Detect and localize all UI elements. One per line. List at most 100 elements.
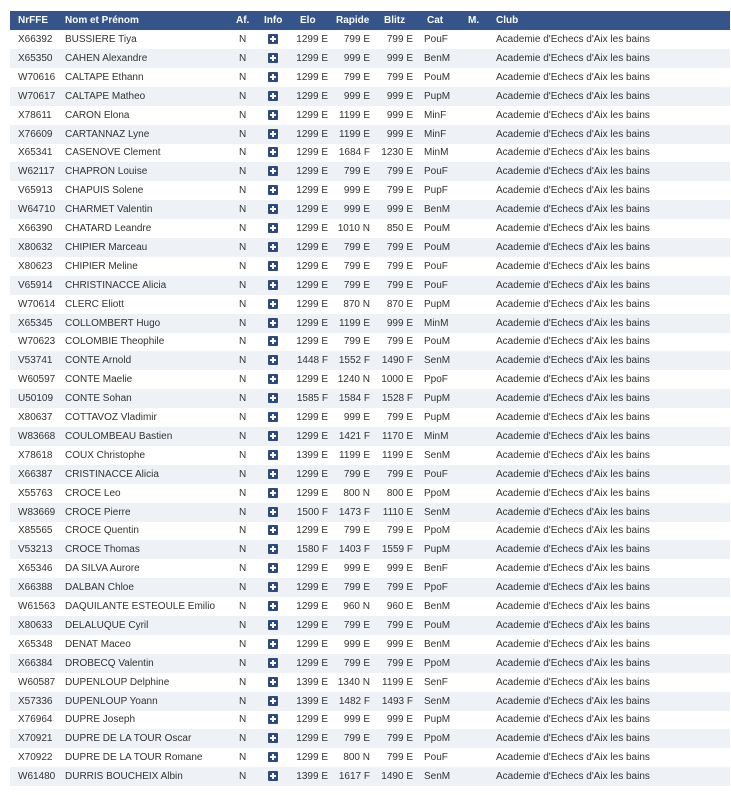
info-icon[interactable] [268,582,278,593]
elo: 1299 E [296,223,328,234]
info-icon[interactable] [268,544,278,555]
player-name: BUSSIERE Tiya [65,34,137,45]
nrffe: X80632 [18,241,53,253]
info-icon[interactable] [268,185,278,196]
info-icon[interactable] [268,449,278,460]
club: Academie d'Echecs d'Aix les bains [496,71,650,83]
blitz: 1199 E [382,449,413,461]
info-icon[interactable] [268,336,278,347]
info-icon[interactable] [268,204,278,215]
info-icon[interactable] [268,733,278,744]
info-icon[interactable] [268,468,278,479]
club: Academie d'Echecs d'Aix les bains [496,657,650,669]
info-icon[interactable] [268,317,278,328]
info-icon[interactable] [268,109,278,120]
rapid: 1010 N [337,223,370,234]
info-icon[interactable] [268,166,278,177]
affiliation: N [239,771,247,783]
elo: 1299 E [296,430,328,442]
affiliation: N [239,487,247,499]
club: Academie d'Echecs d'Aix les bains [496,260,650,272]
player-name: DUPENLOUP Yoann [65,695,158,707]
player-name: CARTANNAZ Lyne [65,128,150,140]
elo: 1299 E [296,487,328,499]
info-icon[interactable] [268,601,278,611]
info-icon[interactable] [268,147,278,158]
category: MinF [424,109,447,121]
info-icon[interactable] [268,430,278,441]
column-header: NrFFE [18,15,48,26]
info-icon[interactable] [268,487,278,498]
rapid: 999 E [343,90,370,102]
table-row: X76964 DUPRE Joseph N 1299 E 999 E 999 E PupM A… [10,710,730,729]
player-name: COLLOMBERT Hugo [65,317,161,329]
rapid: 1684 F [338,147,370,159]
info-icon[interactable] [268,260,278,271]
info-icon[interactable] [268,638,278,649]
info-icon[interactable] [268,563,278,574]
affiliation: N [239,279,247,291]
nrffe: X76609 [18,128,53,140]
blitz: 1170 E [382,430,413,442]
info-icon[interactable] [268,374,278,385]
elo: 1580 F [296,544,328,556]
table-row: X70922 DUPRE DE LA TOUR Romane N 1299 E 800 … [10,748,730,767]
affiliation: N [239,109,247,121]
info-icon[interactable] [268,298,278,309]
table-row: X80632 CHIPIER Marceau N 1299 E 799 E 799 E Po… [10,237,730,257]
affiliation: N [239,260,247,272]
info-icon[interactable] [268,412,278,422]
elo: 1299 E [296,34,328,45]
info-icon[interactable] [268,619,278,630]
info-icon[interactable] [268,52,278,63]
player-name: COULOMBEAU Bastien [65,430,173,442]
category: SenM [424,449,451,461]
blitz: 999 E [386,52,413,64]
info-icon[interactable] [268,355,278,366]
blitz: 799 E [386,241,413,253]
player-name: CROCE Pierre [65,506,131,518]
blitz: 799 E [386,34,413,45]
info-icon[interactable] [268,695,278,706]
info-icon[interactable] [268,34,278,44]
info-icon[interactable] [268,393,278,404]
info-icon[interactable] [268,506,278,517]
table-row: X80637 COTTAVOZ Vladimir N 1299 E 999 E 799 E… [10,408,730,427]
info-icon[interactable] [268,714,278,725]
player-name: DALBAN Chloe [65,582,134,594]
blitz: 960 E [386,601,413,612]
club: Academie d'Echecs d'Aix les bains [496,525,650,537]
category: MinF [424,128,447,140]
info-icon[interactable] [268,223,278,233]
info-icon[interactable] [268,279,278,290]
rapid: 799 E [343,166,370,178]
nrffe: X66392 [18,34,53,45]
info-icon[interactable] [268,128,278,139]
info-icon[interactable] [268,90,278,101]
blitz: 999 E [386,109,413,121]
category: PpoF [424,582,448,594]
blitz: 799 E [386,657,413,669]
elo: 1299 E [296,412,328,423]
info-icon[interactable] [268,771,278,782]
category: MinM [424,317,449,329]
blitz: 999 E [386,714,413,726]
info-icon[interactable] [268,71,278,82]
rapid: 1552 F [338,355,370,367]
info-icon[interactable] [268,525,278,536]
nrffe: X65348 [18,638,53,650]
info-icon[interactable] [268,752,278,763]
category: PpoM [424,733,451,745]
player-name: CHIPIER Meline [65,260,138,272]
table-row: X66388 DALBAN Chloe N 1299 E 799 E 799 E PpoF A… [10,578,730,598]
table-row: X80623 CHIPIER Meline N 1299 E 799 E 799 E Pou… [10,257,730,276]
info-icon[interactable] [268,657,278,668]
player-name: DAQUILANTE ESTEOULE Emilio [65,601,216,612]
club: Academie d'Echecs d'Aix les bains [496,449,650,461]
info-icon[interactable] [268,241,278,252]
rapid: 999 E [343,563,370,575]
club: Academie d'Echecs d'Aix les bains [496,563,650,575]
info-icon[interactable] [268,676,278,687]
category: PouF [424,166,448,178]
rapid: 799 E [343,619,370,631]
